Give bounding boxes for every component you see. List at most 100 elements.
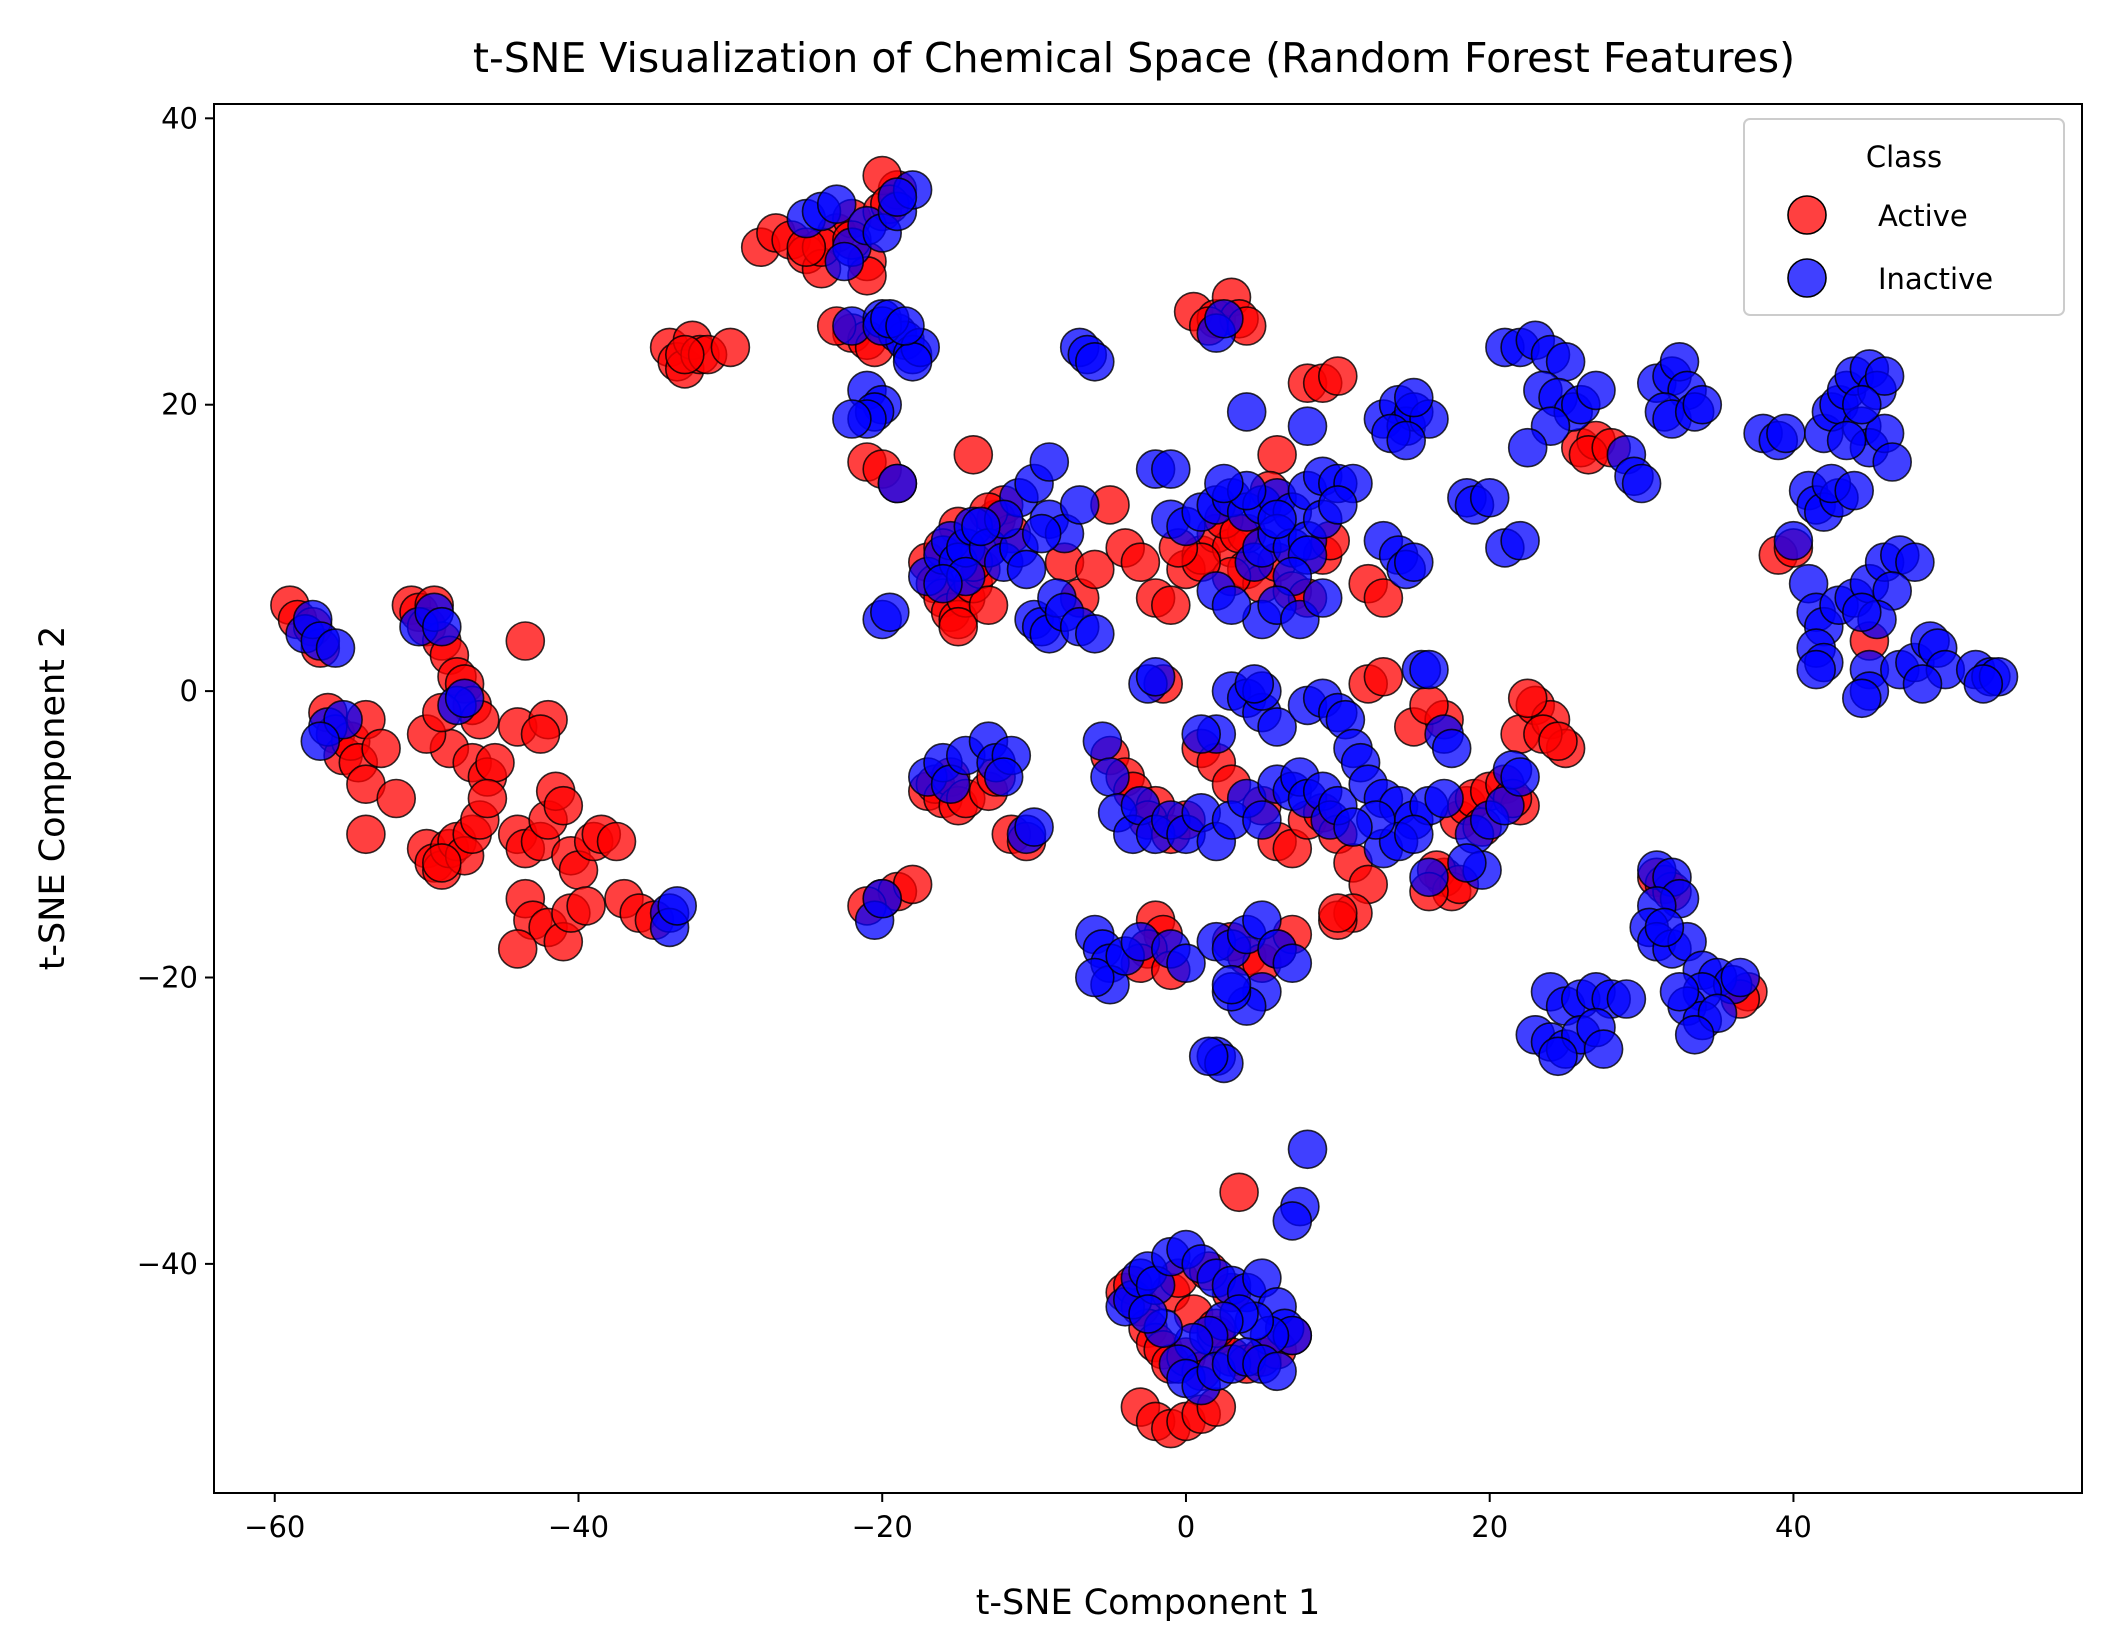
point-active bbox=[361, 728, 401, 769]
point-inactive bbox=[1621, 463, 1662, 504]
point-inactive bbox=[1682, 384, 1723, 425]
point-inactive bbox=[1872, 442, 1912, 482]
point-inactive bbox=[1409, 857, 1449, 898]
point-active bbox=[1120, 542, 1161, 583]
point-inactive bbox=[1211, 585, 1252, 626]
point-inactive bbox=[1014, 807, 1054, 847]
point-inactive bbox=[1211, 964, 1252, 1005]
point-inactive bbox=[1766, 413, 1806, 454]
point-inactive bbox=[961, 506, 1001, 547]
point-active bbox=[566, 886, 606, 926]
point-active bbox=[1507, 678, 1548, 719]
point-inactive bbox=[315, 628, 356, 668]
point-inactive bbox=[1507, 427, 1548, 468]
point-inactive bbox=[421, 606, 462, 647]
point-inactive bbox=[1166, 943, 1206, 984]
y-axis-label: t-SNE Component 2 bbox=[33, 626, 73, 971]
point-inactive bbox=[1895, 542, 1935, 583]
point-inactive bbox=[1834, 470, 1874, 511]
point-active bbox=[346, 814, 386, 855]
point-inactive bbox=[1135, 656, 1176, 697]
legend-marker-inactive bbox=[1787, 258, 1827, 298]
point-inactive bbox=[1029, 442, 1070, 482]
point-inactive bbox=[1773, 520, 1814, 561]
point-active bbox=[710, 327, 751, 368]
legend: Class Active Inactive bbox=[1743, 118, 2065, 316]
point-inactive bbox=[1902, 664, 1943, 704]
point-active bbox=[596, 821, 637, 862]
point-inactive bbox=[1606, 979, 1647, 1019]
point-inactive bbox=[1424, 778, 1464, 819]
point-inactive bbox=[1826, 420, 1867, 461]
point-active bbox=[664, 334, 705, 375]
point-inactive bbox=[1181, 714, 1221, 754]
point-inactive bbox=[1021, 513, 1062, 554]
y-tick-label: −40 bbox=[137, 1247, 198, 1281]
legend-label-active: Active bbox=[1878, 199, 1968, 233]
point-inactive bbox=[1842, 592, 1882, 633]
point-inactive bbox=[1720, 957, 1761, 998]
point-active bbox=[1538, 721, 1578, 762]
point-inactive bbox=[1842, 384, 1882, 425]
point-inactive bbox=[1394, 542, 1434, 583]
point-inactive bbox=[923, 563, 963, 604]
point-inactive bbox=[1500, 757, 1540, 797]
point-inactive bbox=[892, 341, 933, 382]
point-inactive bbox=[877, 463, 918, 504]
legend-title: Class bbox=[1866, 140, 1942, 174]
y-tick-label: 20 bbox=[161, 388, 198, 422]
point-inactive bbox=[816, 184, 857, 224]
point-active bbox=[1151, 585, 1191, 626]
point-inactive bbox=[877, 177, 918, 217]
point-inactive bbox=[1431, 728, 1472, 769]
point-active bbox=[938, 606, 979, 647]
point-inactive bbox=[869, 592, 910, 633]
point-active bbox=[1318, 893, 1358, 933]
point-inactive bbox=[1864, 356, 1905, 396]
point-inactive bbox=[1644, 907, 1685, 948]
point-active bbox=[467, 778, 508, 819]
point-inactive bbox=[1128, 1294, 1168, 1334]
y-tick-label: −20 bbox=[137, 960, 198, 994]
point-inactive bbox=[1059, 485, 1100, 525]
point-active bbox=[1363, 578, 1404, 618]
point-inactive bbox=[832, 399, 872, 439]
point-inactive bbox=[1674, 1015, 1715, 1055]
chart-title: t-SNE Visualization of Chemical Space (R… bbox=[473, 34, 1795, 82]
legend-box bbox=[1743, 118, 2065, 316]
point-inactive bbox=[1151, 449, 1191, 489]
point-inactive bbox=[1204, 463, 1244, 504]
point-inactive bbox=[1386, 420, 1426, 461]
point-inactive bbox=[1333, 807, 1373, 847]
point-inactive bbox=[1257, 499, 1297, 540]
point-inactive bbox=[983, 757, 1024, 797]
legend-label-inactive: Inactive bbox=[1878, 262, 1993, 296]
point-inactive bbox=[1234, 664, 1275, 704]
point-active bbox=[475, 742, 515, 783]
point-inactive bbox=[1075, 957, 1115, 998]
point-inactive bbox=[1090, 757, 1130, 797]
point-inactive bbox=[862, 878, 903, 919]
points-layer bbox=[270, 155, 2019, 1449]
x-tick-label: −40 bbox=[548, 1510, 609, 1544]
point-active bbox=[543, 785, 584, 826]
point-inactive bbox=[1272, 1201, 1313, 1241]
x-tick-label: −60 bbox=[244, 1510, 305, 1544]
plot-frame bbox=[213, 103, 2083, 1494]
point-active bbox=[1075, 549, 1115, 590]
point-inactive bbox=[1963, 664, 2004, 704]
point-active bbox=[376, 778, 417, 819]
point-inactive bbox=[1272, 943, 1313, 984]
point-active bbox=[421, 843, 462, 883]
point-inactive bbox=[1583, 1029, 1624, 1069]
point-inactive bbox=[1394, 377, 1434, 418]
point-active bbox=[497, 929, 538, 969]
point-active bbox=[520, 714, 561, 754]
point-inactive bbox=[1287, 406, 1328, 447]
x-tick-label: 40 bbox=[1775, 1510, 1812, 1544]
point-active bbox=[1318, 356, 1358, 396]
point-inactive bbox=[300, 721, 341, 762]
series-inactive bbox=[285, 170, 2019, 1406]
point-inactive bbox=[1188, 1036, 1229, 1077]
